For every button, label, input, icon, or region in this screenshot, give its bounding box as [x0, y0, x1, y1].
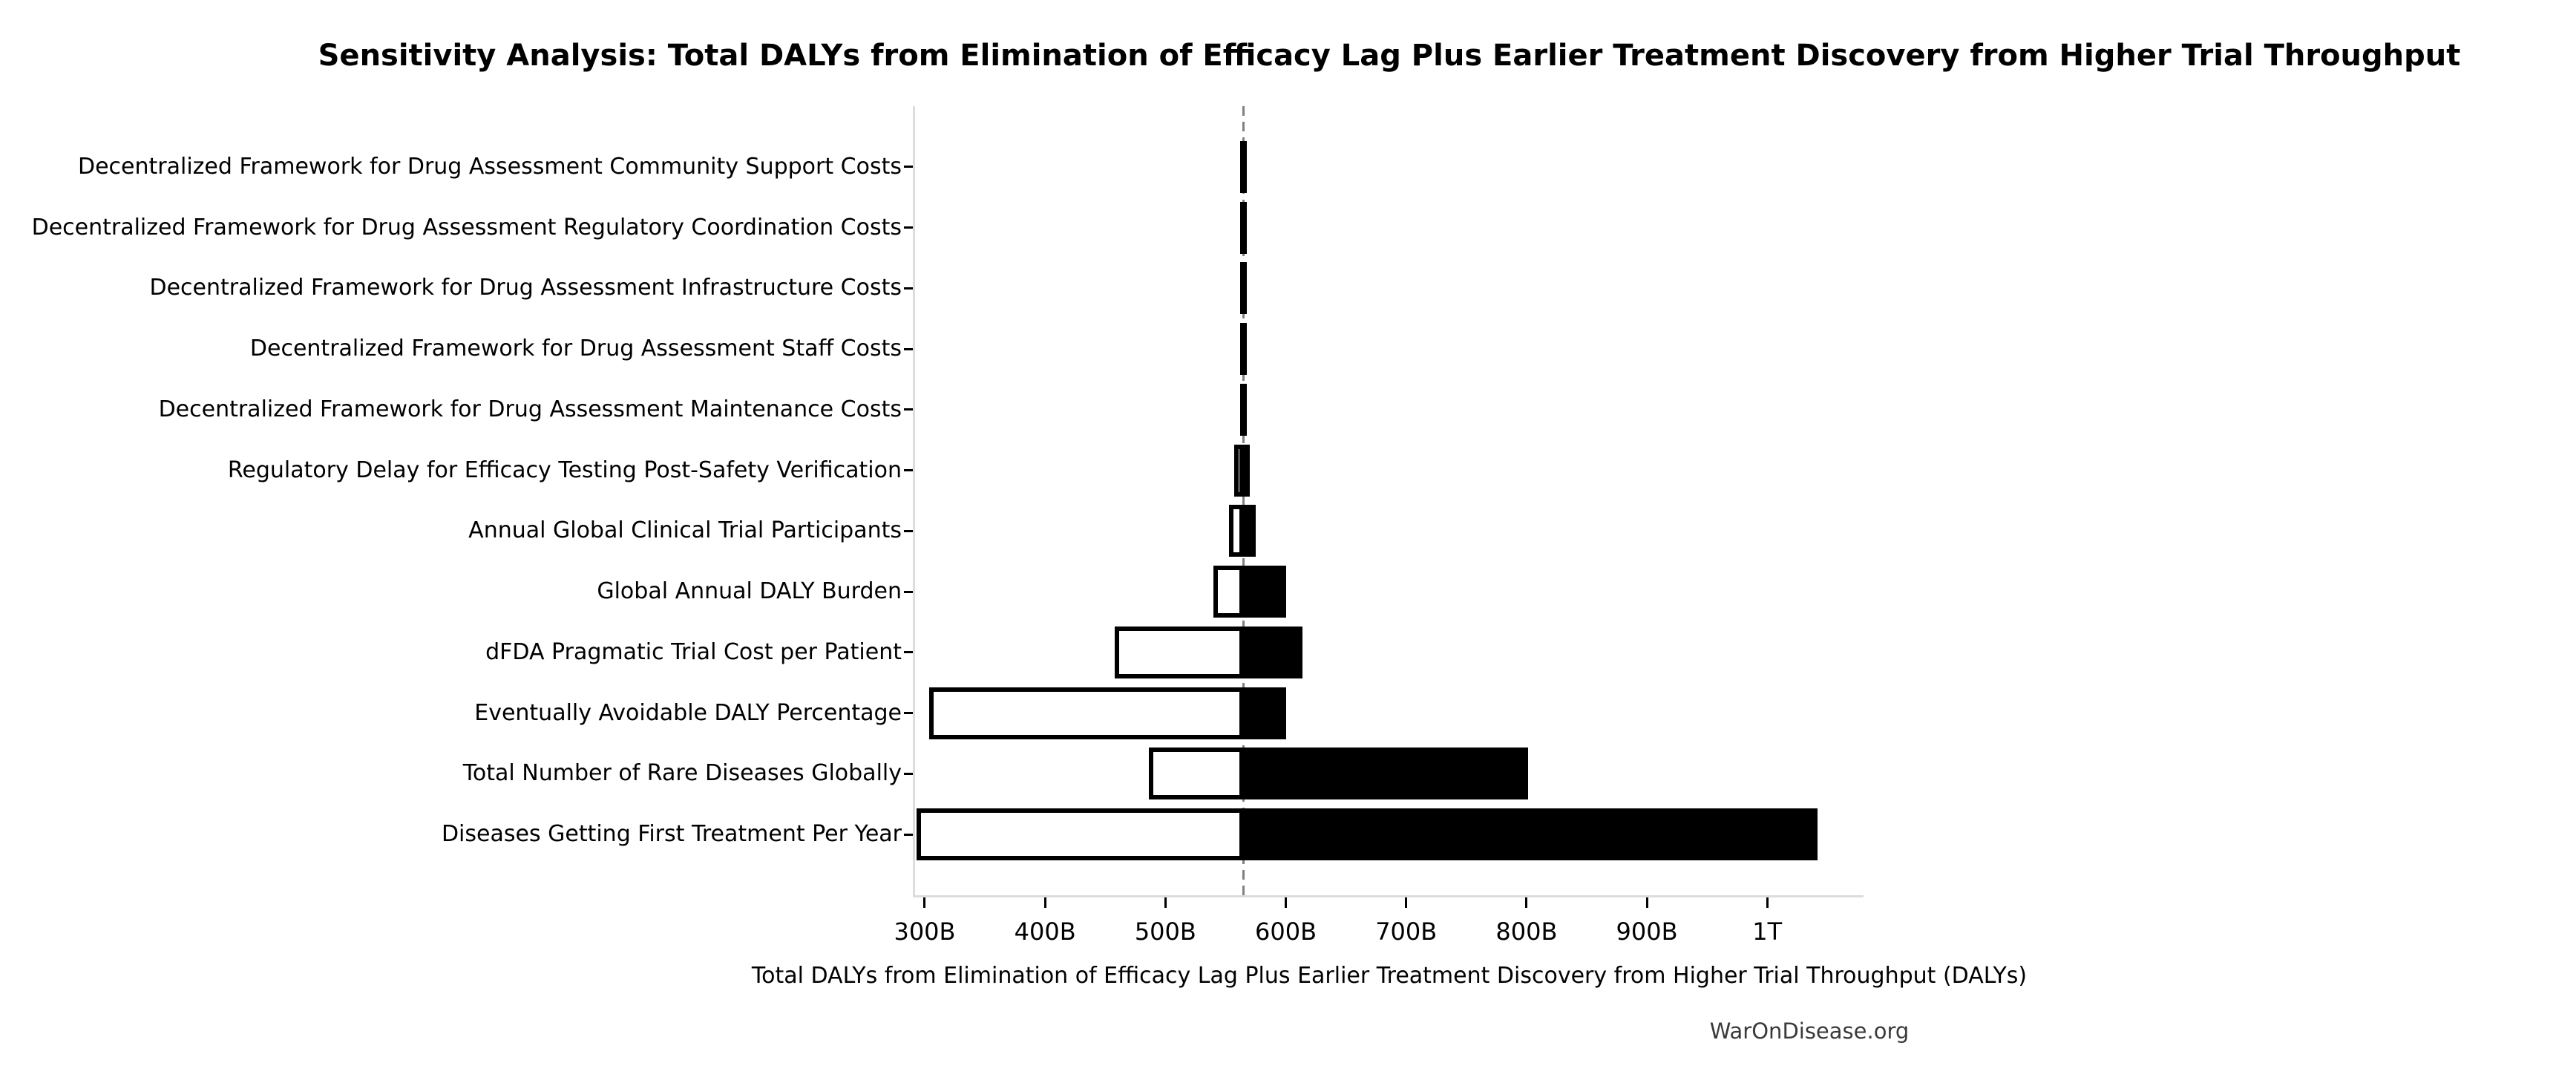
high-bar	[1243, 808, 1818, 861]
low-bar	[929, 687, 1244, 739]
x-tick-label: 500B	[1134, 917, 1196, 946]
category-label: Decentralized Framework for Drug Assessm…	[78, 153, 902, 180]
x-tick	[1766, 897, 1769, 908]
y-axis-spine	[913, 106, 915, 897]
x-axis-label: Total DALYs from Elimination of Efficacy…	[751, 963, 2028, 989]
x-tick	[1043, 897, 1046, 908]
chart-title: Sensitivity Analysis: Total DALYs from E…	[318, 39, 2461, 73]
baseline-dashed-line	[1242, 106, 1245, 895]
low-bar	[1213, 566, 1244, 618]
high-bar	[1243, 687, 1286, 739]
category-label: Eventually Avoidable DALY Percentage	[474, 699, 902, 726]
y-tick	[904, 712, 913, 715]
x-tick	[1285, 897, 1288, 908]
high-bar	[1243, 505, 1256, 557]
footer-watermark: WarOnDisease.org	[1709, 1018, 1910, 1044]
y-tick	[904, 226, 913, 229]
tornado-bar-tiny	[1240, 262, 1248, 315]
tornado-bar-tiny	[1240, 201, 1248, 254]
low-bar	[1148, 748, 1244, 800]
x-axis-spine	[913, 895, 1864, 897]
x-tick	[1164, 897, 1167, 908]
y-tick	[904, 469, 913, 472]
y-tick	[904, 287, 913, 290]
x-tick	[1405, 897, 1408, 908]
category-label: Global Annual DALY Burden	[597, 578, 902, 605]
high-bar	[1243, 566, 1286, 618]
x-tick-label: 1T	[1752, 917, 1783, 946]
x-tick-label: 300B	[894, 917, 956, 946]
y-tick	[904, 590, 913, 593]
high-bar	[1243, 626, 1303, 678]
category-label: Decentralized Framework for Drug Assessm…	[249, 336, 902, 362]
category-label: Decentralized Framework for Drug Assessm…	[31, 214, 902, 241]
y-tick	[904, 529, 913, 532]
category-label: Diseases Getting First Treatment Per Yea…	[441, 821, 902, 848]
y-tick	[904, 408, 913, 411]
y-tick	[904, 772, 913, 775]
x-tick-label: 600B	[1255, 917, 1317, 946]
x-tick-label: 700B	[1375, 917, 1438, 946]
category-label: Regulatory Delay for Efficacy Testing Po…	[227, 457, 902, 483]
x-tick	[923, 897, 926, 908]
low-bar	[1115, 626, 1244, 678]
low-bar	[916, 808, 1244, 861]
low-bar	[1233, 444, 1244, 497]
tornado-bar-tiny	[1240, 383, 1248, 436]
y-tick	[904, 833, 913, 836]
y-tick	[904, 166, 913, 169]
tornado-bar-tiny	[1240, 323, 1248, 376]
category-label: Decentralized Framework for Drug Assessm…	[158, 396, 902, 422]
tornado-bar-tiny	[1240, 140, 1248, 193]
high-bar	[1243, 748, 1528, 800]
x-tick-label: 900B	[1616, 917, 1678, 946]
category-label: Annual Global Clinical Trial Participant…	[468, 517, 902, 544]
y-tick	[904, 651, 913, 654]
y-tick	[904, 347, 913, 350]
x-tick	[1645, 897, 1648, 908]
x-tick-label: 400B	[1014, 917, 1076, 946]
low-bar	[1229, 505, 1244, 557]
category-label: Decentralized Framework for Drug Assessm…	[149, 275, 902, 301]
x-tick-label: 800B	[1495, 917, 1558, 946]
category-label: dFDA Pragmatic Trial Cost per Patient	[485, 638, 902, 665]
x-tick	[1525, 897, 1528, 908]
high-bar	[1243, 444, 1250, 497]
category-label: Total Number of Rare Diseases Globally	[462, 760, 902, 787]
